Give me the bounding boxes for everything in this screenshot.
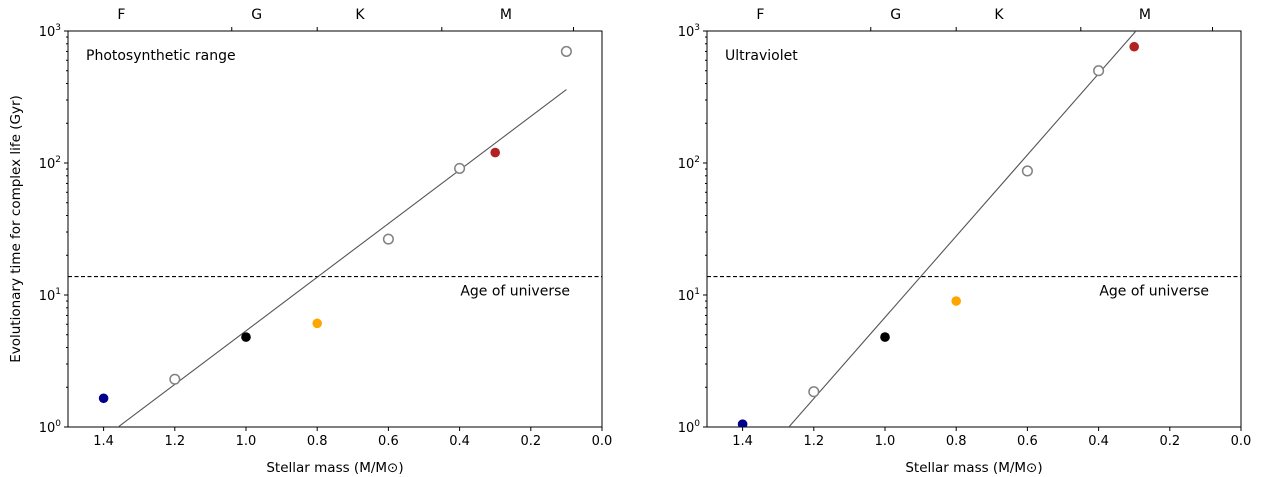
spectral-class-label-k: K bbox=[355, 7, 365, 23]
spectral-class-label-k: K bbox=[994, 7, 1004, 23]
fit-line bbox=[117, 89, 567, 427]
data-point-open bbox=[808, 386, 820, 398]
chart-panel-1: 1.4 1.2 1.0 0.8 0.6 0.4 0.2 0.0 100 101 102 103 F G K M… bbox=[8, 7, 612, 476]
data-point-open bbox=[1093, 65, 1105, 77]
data-point-filled bbox=[737, 419, 748, 427]
x-tick-label: 0.6 bbox=[378, 434, 399, 449]
x-tick-label: 0.0 bbox=[592, 434, 613, 449]
spectral-class-label-f: F bbox=[756, 7, 764, 23]
data-point-filled bbox=[1129, 41, 1139, 52]
x-tick-label: 0.4 bbox=[449, 434, 470, 449]
x-tick-label: 1.0 bbox=[875, 434, 896, 449]
x-tick-label: 0.0 bbox=[1231, 434, 1252, 449]
y-tick-label: 102 bbox=[39, 155, 61, 172]
x-tick-label: 1.2 bbox=[803, 434, 824, 449]
x-axis-label: Stellar mass (M/M⊙) bbox=[266, 460, 403, 476]
data-point-filled bbox=[880, 332, 890, 342]
data-point-open bbox=[382, 233, 394, 245]
y-tick-label: 102 bbox=[678, 155, 700, 172]
fit-line bbox=[788, 31, 1137, 427]
x-axis-label: Stellar mass (M/M⊙) bbox=[905, 460, 1042, 476]
y-tick-label: 100 bbox=[39, 419, 62, 436]
data-point-filled bbox=[98, 393, 109, 404]
spectral-class-label-f: F bbox=[117, 7, 125, 23]
y-tick-label: 100 bbox=[678, 419, 701, 436]
spectral-class-label-m: M bbox=[1139, 7, 1151, 23]
data-point-open bbox=[560, 45, 572, 57]
x-tick-label: 1.2 bbox=[164, 434, 185, 449]
y-tick-label: 101 bbox=[678, 287, 700, 304]
x-tick-label: 0.8 bbox=[946, 434, 967, 449]
x-tick-label: 0.8 bbox=[307, 434, 328, 449]
x-tick-label: 1.0 bbox=[236, 434, 257, 449]
panel-label: Ultraviolet bbox=[725, 48, 798, 64]
x-tick-label: 0.6 bbox=[1017, 434, 1038, 449]
x-tick-label: 0.2 bbox=[1159, 434, 1180, 449]
data-layer bbox=[737, 31, 1139, 427]
y-axis-label: Evolutionary time for complex life (Gyr) bbox=[8, 95, 24, 363]
panel-label: Photosynthetic range bbox=[86, 48, 236, 64]
data-point-filled bbox=[490, 147, 501, 158]
data-point-open bbox=[454, 162, 466, 174]
x-tick-label: 0.4 bbox=[1088, 434, 1109, 449]
age-of-universe-label: Age of universe bbox=[460, 284, 570, 300]
spectral-class-label-m: M bbox=[500, 7, 512, 23]
chart-panel-2: 1.4 1.2 1.0 0.8 0.6 0.4 0.2 0.0 100 101 102 103 F G K M… bbox=[678, 7, 1252, 476]
x-tick-label: 0.2 bbox=[520, 434, 541, 449]
age-of-universe-label: Age of universe bbox=[1099, 284, 1209, 300]
data-point-filled bbox=[312, 318, 323, 329]
x-tick-label: 1.4 bbox=[93, 434, 114, 449]
data-layer bbox=[98, 45, 572, 427]
y-tick-label: 103 bbox=[39, 23, 61, 40]
data-point-filled bbox=[241, 332, 251, 342]
data-point-filled bbox=[951, 296, 961, 306]
x-tick-label: 1.4 bbox=[732, 434, 753, 449]
plot-frame bbox=[67, 30, 603, 428]
data-point-open bbox=[169, 373, 181, 385]
plot-frame bbox=[706, 30, 1242, 428]
y-tick-label: 101 bbox=[39, 287, 61, 304]
spectral-class-label-g: G bbox=[890, 7, 901, 23]
spectral-class-label-g: G bbox=[251, 7, 262, 23]
data-point-open bbox=[1021, 165, 1033, 177]
y-tick-label: 103 bbox=[678, 23, 700, 40]
